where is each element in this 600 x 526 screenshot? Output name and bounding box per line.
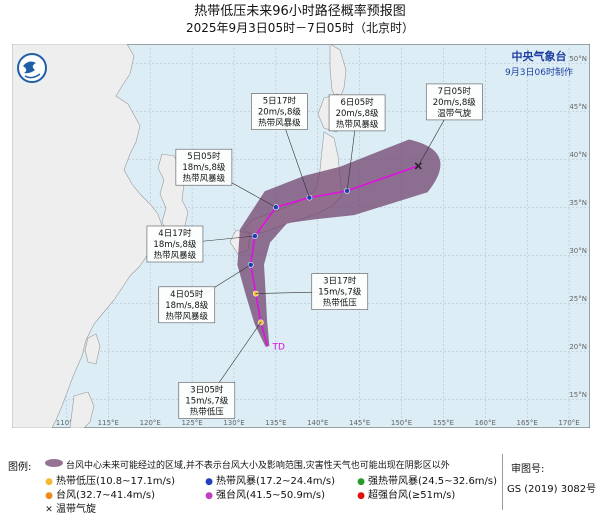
callout-line: 3日17时	[323, 276, 357, 287]
legend-cone-swatch	[45, 459, 63, 467]
lat-tick-label: 20°N	[569, 343, 587, 351]
td-tag: TD	[272, 342, 285, 352]
chart-header: 热带低压未来96小时路径概率预报图 2025年9月3日05时－7日05时（北京时…	[0, 0, 600, 42]
callout-line: 7日05时	[438, 86, 472, 97]
callout-box	[251, 93, 308, 130]
callout-line: 3日05时	[190, 384, 224, 395]
issuer-time: 9月3日06时制作	[505, 66, 573, 78]
callout-line: 热带风暴级	[258, 118, 301, 129]
chart-subtitle: 2025年9月3日05时－7日05时（北京时）	[186, 21, 414, 35]
legend-item-extratropical: ✕ 温带气旋	[44, 500, 96, 515]
lon-tick-label: 165°E	[517, 419, 538, 427]
callout-line: 20m/s,8级	[336, 108, 379, 119]
lon-tick-label: 120°E	[140, 419, 161, 427]
callout-line: 温带气旋	[437, 108, 472, 119]
legend-item-sty: ● 强台风(41.5~50.9m/s)	[204, 486, 325, 501]
callout-box	[328, 94, 386, 132]
callout-box	[175, 148, 233, 186]
lon-tick-label: 125°E	[181, 419, 202, 427]
lon-tick-label: 115°E	[98, 419, 119, 427]
legend-cone-text: 台风中心未来可能经过的区域,并不表示台风大小及影响范围,灾害性天气也可能出现在阴…	[66, 461, 450, 471]
lon-tick-label: 130°E	[223, 419, 244, 427]
lat-tick-label: 15°N	[569, 391, 587, 399]
legend-item-sts: ● 强热带风暴(24.5~32.6m/s)	[356, 472, 497, 487]
callout-line: 热带低压	[323, 298, 358, 309]
review-number: GS (2019) 3082号	[507, 484, 597, 495]
callout-line: 热带风暴级	[154, 250, 197, 261]
storm-marker	[247, 261, 254, 268]
legend-item-td: ● 热带低压(10.8~17.1m/s)	[44, 472, 175, 487]
lat-tick-label: 35°N	[569, 199, 587, 207]
callout-line: 18m/s,8级	[153, 239, 196, 250]
callout-line: 15m/s,7级	[185, 395, 228, 406]
lat-tick-label: 50°N	[569, 55, 587, 63]
dot-icon: ●	[205, 491, 213, 501]
lon-tick-label: 140°E	[307, 419, 328, 427]
forecast-map: 105°E110°E115°E120°E125°E130°E135°E140°E…	[12, 44, 590, 428]
legend-item-super-ty: ● 超强台风(≥51m/s)	[356, 486, 455, 501]
callout-box	[146, 225, 204, 263]
callout-line: 热带风暴级	[336, 119, 379, 130]
dot-icon: ●	[205, 477, 213, 487]
extratropical-marker	[414, 162, 422, 170]
callout-line: 热带风暴级	[183, 173, 226, 184]
dot-icon: ●	[357, 477, 365, 487]
callout-line: 18m/s,8级	[165, 300, 208, 311]
callout-line: 20m/s,8级	[258, 107, 301, 118]
legend-item-label: 强热带风暴(24.5~32.6m/s)	[368, 476, 498, 487]
callout-line: 4日17时	[158, 228, 192, 239]
callout-line: 热带风暴级	[165, 311, 208, 322]
legend-item-label: 温带气旋	[56, 504, 96, 515]
dot-icon: ●	[45, 491, 53, 501]
dot-icon: ●	[357, 491, 365, 501]
issuer-name: 中央气象台	[512, 49, 567, 63]
legend-item-label: 热带低压(10.8~17.1m/s)	[56, 476, 176, 487]
legend-item-label: 热带风暴(17.2~24.4m/s)	[216, 476, 336, 487]
legend-item-label: 强台风(41.5~50.9m/s)	[216, 490, 326, 501]
legend-item-label: 超强台风(≥51m/s)	[368, 490, 456, 501]
dot-icon: ●	[45, 477, 53, 487]
lon-tick-label: 135°E	[265, 419, 286, 427]
track-markers	[247, 162, 422, 326]
callout-box	[311, 273, 369, 310]
chart-title: 热带低压未来96小时路径概率预报图	[194, 4, 406, 19]
legend: 图例: 台风中心未来可能经过的区域,并不表示台风大小及影响范围,灾害性天气也可能…	[0, 446, 600, 526]
callout-line: 18m/s,8级	[182, 162, 225, 173]
legend-item-ts: ● 热带风暴(17.2~24.4m/s)	[204, 472, 335, 487]
lon-tick-label: 170°E	[558, 419, 579, 427]
callout-line: 6日05时	[340, 97, 374, 108]
lon-tick-label: 160°E	[475, 419, 496, 427]
lat-tick-label: 45°N	[569, 103, 587, 111]
legend-item-ty: ● 台风(32.7~41.4m/s)	[44, 486, 155, 501]
callout-box	[178, 382, 236, 419]
lon-tick-label: 110°E	[56, 419, 77, 427]
cma-logo	[17, 53, 47, 83]
callout-box	[425, 83, 483, 121]
luzon-island	[69, 391, 95, 428]
lat-tick-label: 40°N	[569, 151, 587, 159]
lat-tick-label: 25°N	[569, 295, 587, 303]
track-callouts: 3日05时15m/s,7级热带低压3日17时15m/s,7级热带低压4日05时1…	[146, 83, 483, 419]
callout-line: 5日05时	[187, 151, 221, 162]
review-number-box: 审图号: GS (2019) 3082号	[502, 454, 597, 510]
callout-line: 热带低压	[190, 406, 225, 417]
callout-line: 15m/s,7级	[318, 287, 361, 298]
callout-box	[158, 286, 216, 324]
extratropical-icon: ✕	[45, 505, 53, 515]
callout-line: 20m/s,8级	[433, 97, 476, 108]
lon-tick-label: 155°E	[433, 419, 454, 427]
lon-tick-label: 145°E	[349, 419, 370, 427]
callout-line: 5日17时	[263, 96, 297, 107]
legend-heading: 图例:	[8, 462, 32, 473]
taiwan-island	[84, 333, 101, 365]
callout-line: 4日05时	[170, 289, 204, 300]
probability-cone	[237, 139, 441, 347]
lat-tick-label: 30°N	[569, 247, 587, 255]
legend-item-label: 台风(32.7~41.4m/s)	[56, 490, 156, 501]
review-label: 审图号:	[511, 464, 545, 475]
lon-tick-label: 150°E	[391, 419, 412, 427]
